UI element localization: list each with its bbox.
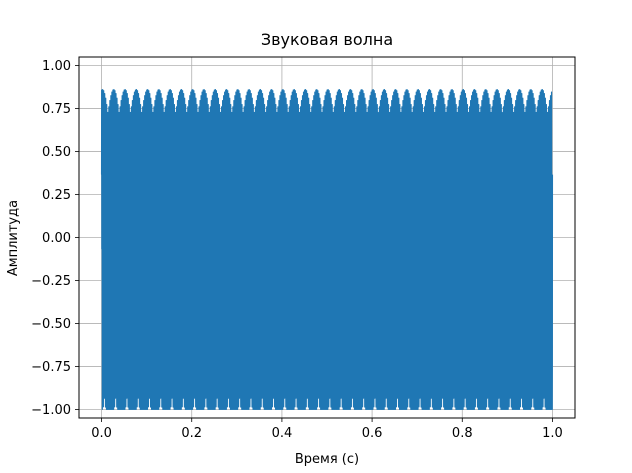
y-tick-label: 1.00 [42,59,71,74]
x-tick-label: 0.2 [181,426,202,441]
x-axis-label: Время (с) [295,452,359,467]
y-tick-label: 0.00 [42,231,71,246]
series-line [100,89,554,410]
x-tick-label: 0.8 [452,426,473,441]
x-tick-label: 0.0 [91,426,112,441]
y-tick-label: −0.75 [31,360,71,375]
y-axis-ticks: −1.00 −0.75 −0.50 −0.25 0.00 0.25 0.50 0.75 1.00 [31,59,79,418]
y-axis-label: Амплитуда [6,200,21,276]
y-tick-label: 0.50 [42,145,71,160]
x-axis-ticks: 0.0 0.2 0.4 0.6 0.8 1.0 [91,418,563,441]
y-tick-label: −0.50 [31,317,71,332]
y-tick-label: 0.25 [42,188,71,203]
y-tick-label: −0.25 [31,274,71,289]
y-tick-label: −1.00 [31,403,71,418]
x-tick-label: 0.6 [362,426,383,441]
chart-title: Звуковая волна [261,30,393,49]
series-layer [100,89,554,410]
y-tick-label: 0.75 [42,102,71,117]
x-tick-label: 1.0 [542,426,563,441]
x-tick-label: 0.4 [272,426,293,441]
